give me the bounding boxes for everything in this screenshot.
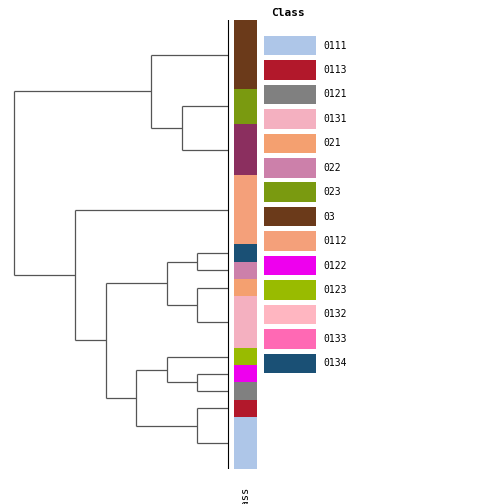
Bar (264, 109, 317, 129)
Text: 0123: 0123 (324, 285, 347, 295)
Bar (264, 329, 317, 349)
Text: 0132: 0132 (324, 309, 347, 320)
Bar (264, 207, 317, 226)
Text: 0111: 0111 (324, 40, 347, 50)
Bar (264, 182, 317, 202)
Text: 022: 022 (324, 163, 341, 173)
Text: 0133: 0133 (324, 334, 347, 344)
Bar (234, 175, 257, 244)
Text: 021: 021 (324, 138, 341, 148)
Bar (264, 36, 317, 55)
Bar (264, 231, 317, 251)
Text: Class: Class (271, 8, 305, 18)
Bar (234, 400, 257, 417)
Bar (264, 256, 317, 275)
Text: 023: 023 (324, 187, 341, 197)
Bar (264, 280, 317, 300)
Bar (234, 244, 257, 262)
Bar (264, 134, 317, 153)
Text: Class: Class (240, 486, 250, 504)
Bar (234, 417, 257, 469)
Bar (234, 123, 257, 175)
Bar (234, 383, 257, 400)
Text: 0122: 0122 (324, 261, 347, 271)
Bar (264, 158, 317, 177)
Bar (234, 279, 257, 296)
Bar (234, 262, 257, 279)
Bar (234, 365, 257, 383)
Text: 03: 03 (324, 212, 335, 222)
Bar (234, 296, 257, 348)
Text: 0113: 0113 (324, 65, 347, 75)
Text: 0121: 0121 (324, 89, 347, 99)
Bar (264, 60, 317, 80)
Text: 0131: 0131 (324, 114, 347, 124)
Bar (264, 85, 317, 104)
Bar (264, 354, 317, 373)
Text: 0112: 0112 (324, 236, 347, 246)
Text: 0134: 0134 (324, 358, 347, 368)
Bar (234, 89, 257, 123)
Bar (264, 304, 317, 324)
Bar (234, 20, 257, 89)
Bar (234, 348, 257, 365)
